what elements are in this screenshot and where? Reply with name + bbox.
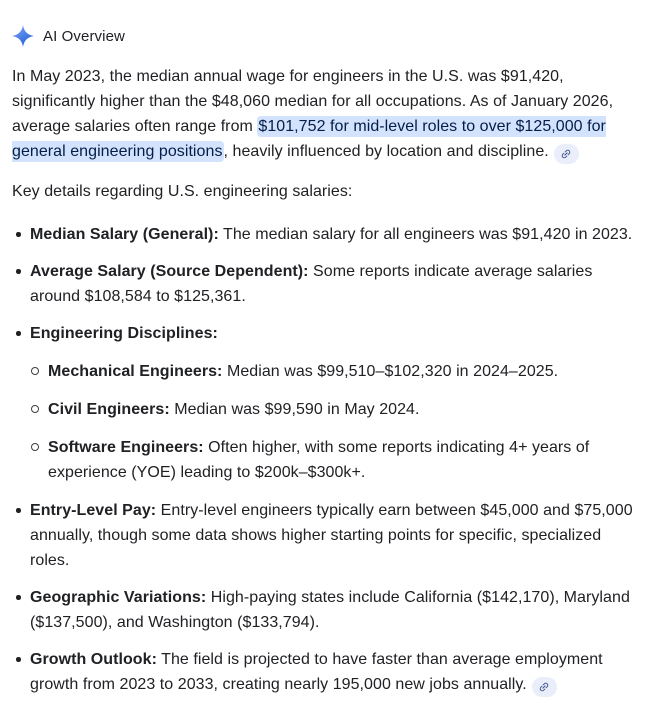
list-item-label: Geographic Variations: (30, 589, 207, 606)
list-item-label: Average Salary (Source Dependent): (30, 263, 309, 280)
intro-citation-slot (549, 143, 579, 164)
list-item: Entry-Level Pay: Entry-level engineers t… (12, 498, 637, 573)
list-item-text: Median was $99,590 in May 2024. (169, 401, 420, 418)
list-item-text: The field is projected to have faster th… (30, 651, 603, 693)
list-item: Mechanical Engineers: Median was $99,510… (30, 359, 637, 384)
list-item: Average Salary (Source Dependent): Some … (12, 259, 637, 309)
list-item-label: Mechanical Engineers: (48, 363, 223, 380)
list-item-text: Some reports indicate average salaries a… (30, 263, 593, 305)
list-item-text: Median was $99,510–$102,320 in 2024–2025… (222, 363, 559, 380)
discipline-sublist: Mechanical Engineers: Median was $99,510… (30, 359, 637, 485)
key-details-list: Median Salary (General): The median sala… (12, 222, 643, 697)
list-item-text: Often higher, with some reports indicati… (48, 439, 590, 481)
list-item: Civil Engineers: Median was $99,590 in M… (30, 397, 637, 422)
list-item-label: Median Salary (General): (30, 226, 219, 243)
key-details-heading: Key details regarding U.S. engineering s… (12, 183, 353, 200)
citation-link-button[interactable] (553, 144, 579, 164)
intro-paragraph: In May 2023, the median annual wage for … (12, 64, 643, 164)
ai-overview-header: AI Overview (12, 25, 643, 47)
citation-link-button[interactable] (531, 677, 557, 697)
sparkle-icon (12, 25, 34, 47)
list-item-text: The median salary for all engineers was … (218, 226, 633, 243)
list-item: Software Engineers: Often higher, with s… (30, 435, 637, 485)
ai-overview-title: AI Overview (43, 27, 125, 45)
list-item-text: High-paying states include California ($… (30, 589, 630, 631)
list-item-label: Entry-Level Pay: (30, 502, 157, 519)
list-item: Growth Outlook: The field is projected t… (12, 647, 637, 697)
list-item-label: Engineering Disciplines: (30, 325, 218, 342)
list-item-label: Growth Outlook: (30, 651, 157, 668)
link-icon (539, 682, 549, 692)
link-icon (562, 149, 571, 159)
list-item-label: Civil Engineers: (48, 401, 170, 418)
list-item: Geographic Variations: High-paying state… (12, 585, 637, 635)
intro-text-before: In May 2023, the median annual wage for … (12, 68, 614, 135)
list-item: Median Salary (General): The median sala… (12, 222, 637, 247)
intro-text-after: , heavily influenced by location and dis… (223, 143, 549, 160)
list-item-label: Software Engineers: (48, 439, 204, 456)
list-item: Engineering Disciplines: Mechanical Engin… (12, 321, 637, 485)
list-item-text: Entry-level engineers typically earn bet… (30, 502, 633, 569)
